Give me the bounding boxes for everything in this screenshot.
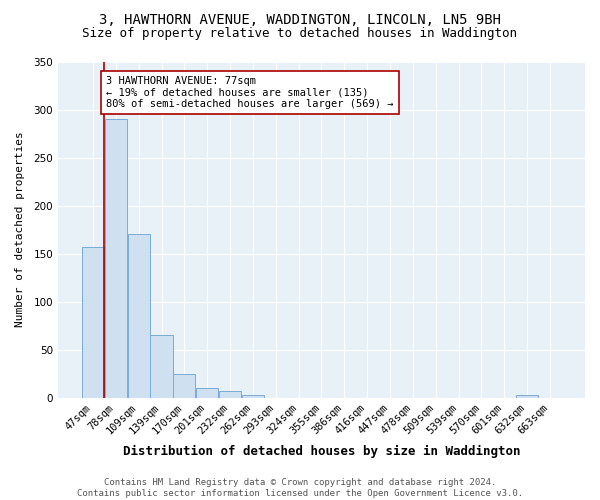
- Text: 3, HAWTHORN AVENUE, WADDINGTON, LINCOLN, LN5 9BH: 3, HAWTHORN AVENUE, WADDINGTON, LINCOLN,…: [99, 12, 501, 26]
- X-axis label: Distribution of detached houses by size in Waddington: Distribution of detached houses by size …: [123, 444, 520, 458]
- Bar: [82, 247, 104, 398]
- Bar: [173, 374, 196, 398]
- Bar: [242, 395, 264, 398]
- Bar: [196, 388, 218, 398]
- Bar: [151, 335, 173, 398]
- Bar: [128, 234, 150, 398]
- Text: Size of property relative to detached houses in Waddington: Size of property relative to detached ho…: [83, 28, 517, 40]
- Y-axis label: Number of detached properties: Number of detached properties: [15, 132, 25, 328]
- Text: 3 HAWTHORN AVENUE: 77sqm
← 19% of detached houses are smaller (135)
80% of semi-: 3 HAWTHORN AVENUE: 77sqm ← 19% of detach…: [106, 76, 394, 109]
- Bar: [219, 391, 241, 398]
- Bar: [516, 395, 538, 398]
- Text: Contains HM Land Registry data © Crown copyright and database right 2024.
Contai: Contains HM Land Registry data © Crown c…: [77, 478, 523, 498]
- Bar: [105, 119, 127, 398]
